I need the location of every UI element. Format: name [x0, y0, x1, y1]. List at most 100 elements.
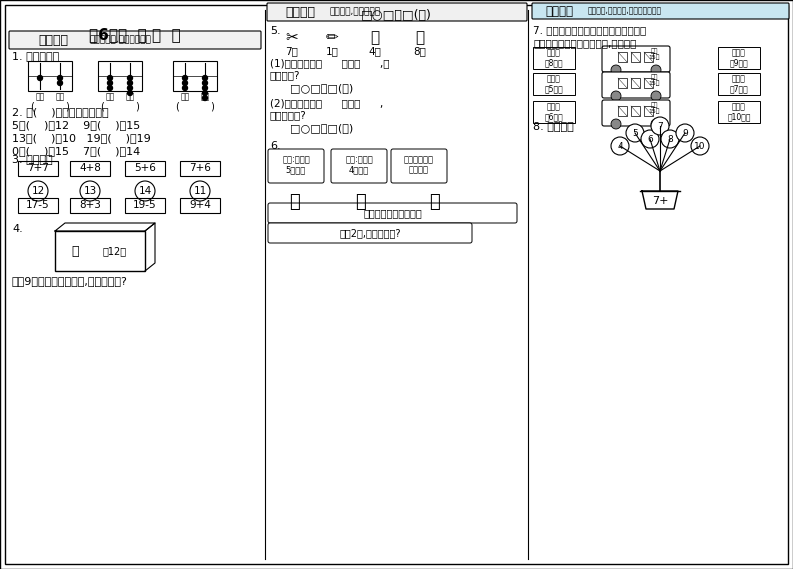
Bar [125, 198, 165, 213]
Circle shape [58, 80, 63, 85]
Text: (2)如果想买一个      和一本      ,: (2)如果想买一个 和一本 , [270, 98, 383, 108]
Text: 5.: 5. [270, 26, 281, 36]
Text: 7: 7 [657, 122, 663, 130]
Bar [70, 161, 110, 176]
Bar [644, 106, 653, 116]
Circle shape [182, 80, 187, 85]
Text: 书法小
组5人。: 书法小 组5人。 [545, 75, 563, 94]
Text: 个位: 个位 [56, 92, 64, 101]
Bar [718, 47, 760, 69]
Text: 7. 学校组织兴趣小组演出，请你想一想: 7. 学校组织兴趣小组演出，请你想一想 [533, 25, 646, 35]
Text: 发给9个小朋友每人一瓶,还剩多少瓶?: 发给9个小朋友每人一瓶,还剩多少瓶? [12, 276, 128, 286]
Text: 6.: 6. [270, 141, 281, 151]
Circle shape [661, 130, 679, 148]
Text: 吃了2个,还剩多少个?: 吃了2个,还剩多少个? [339, 228, 400, 238]
Bar [28, 61, 72, 91]
FancyBboxPatch shape [9, 31, 261, 49]
Text: 11: 11 [193, 186, 207, 196]
Text: 7+: 7+ [652, 196, 668, 206]
Text: 绘画小
组6人。: 绘画小 组6人。 [545, 102, 563, 122]
Circle shape [108, 85, 113, 90]
Text: 基础作业: 基础作业 [38, 34, 68, 47]
Text: 🍾: 🍾 [71, 245, 79, 258]
Text: 十位: 十位 [180, 92, 190, 101]
FancyBboxPatch shape [602, 100, 670, 126]
Text: 限乘
15人: 限乘 15人 [648, 48, 660, 60]
Circle shape [202, 90, 208, 96]
Text: 十位: 十位 [105, 92, 115, 101]
Text: 7+7: 7+7 [27, 163, 49, 173]
Circle shape [611, 119, 621, 129]
Circle shape [182, 85, 187, 90]
Bar [718, 101, 760, 123]
Text: 12: 12 [32, 186, 44, 196]
Text: 8: 8 [667, 134, 673, 143]
FancyBboxPatch shape [268, 149, 324, 183]
Bar [125, 161, 165, 176]
Text: □○□＝□(瓶): □○□＝□(瓶) [361, 9, 431, 22]
Text: 2. 在(    )里填上合适的数。: 2. 在( )里填上合适的数。 [12, 107, 109, 117]
Bar [618, 106, 627, 116]
Text: 重点难点,一网打尽。: 重点难点,一网打尽。 [330, 7, 381, 17]
Text: 4.: 4. [12, 224, 23, 234]
Text: 10: 10 [694, 142, 706, 150]
Bar [644, 78, 653, 88]
FancyBboxPatch shape [391, 149, 447, 183]
Circle shape [108, 80, 113, 85]
Text: 6: 6 [647, 134, 653, 143]
Circle shape [202, 96, 208, 101]
Text: 它们一共拔了多少个？: 它们一共拔了多少个？ [364, 208, 423, 218]
Text: 5+6: 5+6 [134, 163, 156, 173]
Text: 0＋(    )＝15    7＋(    )＝14: 0＋( )＝15 7＋( )＝14 [12, 146, 140, 156]
Circle shape [651, 119, 661, 129]
Circle shape [128, 85, 132, 90]
Bar [618, 78, 627, 88]
Circle shape [641, 130, 659, 148]
FancyBboxPatch shape [268, 223, 472, 243]
Circle shape [128, 76, 132, 80]
Text: 第6课时  练 习  三: 第6课时 练 习 三 [89, 27, 181, 42]
Bar [173, 61, 217, 91]
Circle shape [58, 76, 63, 80]
Text: 快乐拓展: 快乐拓展 [545, 5, 573, 18]
Bar [631, 78, 640, 88]
Circle shape [691, 137, 709, 155]
Text: 需要多少元?: 需要多少元? [270, 110, 307, 120]
Text: 我和灰兔拔的
一样多。: 我和灰兔拔的 一样多。 [404, 155, 434, 175]
Text: □○□＝□(元): □○□＝□(元) [290, 83, 353, 93]
Bar [631, 52, 640, 62]
Text: 13－(    )＝10   19－(    )＝19: 13－( )＝10 19－( )＝19 [12, 133, 151, 143]
Bar [618, 52, 627, 62]
Circle shape [626, 124, 644, 142]
Text: 个位: 个位 [201, 92, 209, 101]
Text: 🐇: 🐇 [354, 193, 366, 211]
Bar [644, 52, 653, 62]
Bar [18, 198, 58, 213]
Bar [533, 73, 575, 95]
Text: 共12瓶: 共12瓶 [103, 246, 127, 256]
Circle shape [611, 65, 621, 75]
Circle shape [676, 124, 694, 142]
Text: 综合提升: 综合提升 [285, 6, 315, 19]
Text: 不夯实基础,难建成高楼。: 不夯实基础,难建成高楼。 [90, 35, 152, 44]
Text: (          ): ( ) [31, 101, 70, 111]
Text: 哪两个小组坐一辆车最合适,连一连。: 哪两个小组坐一辆车最合适,连一连。 [533, 38, 636, 48]
Bar [533, 101, 575, 123]
Text: 灰兔:我拔了
5个🥕。: 灰兔:我拔了 5个🥕。 [282, 155, 310, 175]
Text: 8元: 8元 [414, 46, 427, 56]
Text: 9: 9 [682, 129, 688, 138]
Text: 4: 4 [617, 142, 623, 150]
Text: 科技小
组7人。: 科技小 组7人。 [730, 75, 749, 94]
Text: 限乘
15人: 限乘 15人 [648, 74, 660, 86]
Text: ✂: ✂ [285, 30, 298, 45]
Bar [180, 198, 220, 213]
Circle shape [108, 76, 113, 80]
Bar [18, 161, 58, 176]
Bar [70, 198, 110, 213]
Text: 7元: 7元 [285, 46, 298, 56]
Text: 17-5: 17-5 [26, 200, 50, 210]
Bar [98, 61, 142, 91]
Circle shape [182, 76, 187, 80]
Circle shape [611, 91, 621, 101]
Circle shape [651, 65, 661, 75]
